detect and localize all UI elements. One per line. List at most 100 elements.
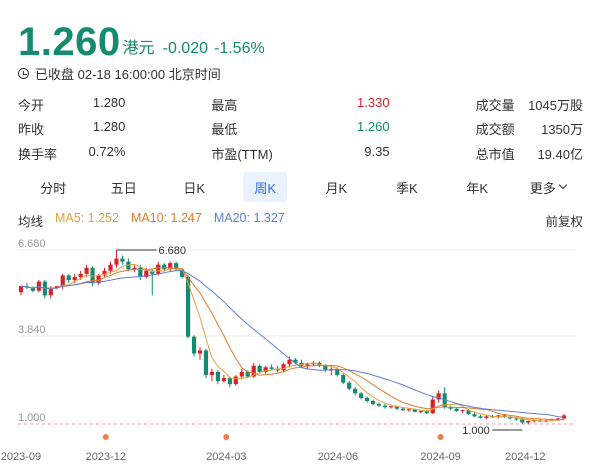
candle-body bbox=[424, 411, 429, 414]
candle-body bbox=[448, 407, 453, 409]
candle-body bbox=[162, 264, 167, 270]
candle-body bbox=[245, 371, 250, 377]
candle-body bbox=[293, 359, 298, 363]
candle-body bbox=[526, 420, 531, 423]
candle-body bbox=[365, 397, 370, 402]
candle-body bbox=[394, 406, 400, 409]
candle-body bbox=[305, 364, 310, 366]
candle-body bbox=[269, 367, 274, 369]
candle-body bbox=[48, 287, 53, 296]
candle-body bbox=[138, 267, 143, 277]
tab-five-day[interactable]: 五日 bbox=[110, 180, 137, 196]
event-dot bbox=[437, 434, 444, 440]
candle-body bbox=[215, 371, 220, 382]
ma5-value: MA5: 1.252 bbox=[55, 211, 119, 225]
candle-body bbox=[555, 418, 561, 420]
stat-row: 今开 1.280 最高 1.330 成交量 1045万股 bbox=[18, 92, 583, 117]
ma20-value: MA20: 1.327 bbox=[213, 211, 285, 225]
tab-yearly-k[interactable]: 年K bbox=[466, 180, 489, 196]
tab-more-label: 更多 bbox=[529, 180, 556, 196]
event-dot bbox=[102, 434, 109, 440]
candle-body bbox=[30, 287, 36, 291]
stat-market-cap: 总市值 19.40亿 bbox=[475, 146, 583, 162]
candle-body bbox=[251, 365, 256, 377]
tab-more[interactable]: 更多 bbox=[513, 172, 583, 202]
max-price-label: 6.680 bbox=[158, 245, 186, 257]
candle-body bbox=[430, 399, 435, 414]
candle-body bbox=[84, 267, 89, 274]
stat-row: 昨收 1.280 最低 1.260 成交额 1350万 bbox=[18, 117, 583, 142]
x-tick-label: 2024-06 bbox=[318, 451, 358, 463]
candle-body bbox=[341, 374, 346, 383]
candle-body bbox=[353, 388, 358, 394]
candle-body bbox=[347, 382, 352, 389]
candle-body bbox=[436, 393, 441, 400]
candle-body bbox=[370, 401, 376, 405]
candle-body bbox=[185, 276, 191, 337]
candle-body bbox=[382, 405, 388, 408]
candle-body bbox=[66, 275, 71, 281]
candle-body bbox=[191, 336, 197, 354]
candle-body bbox=[561, 415, 567, 419]
price-change: -0.020 bbox=[162, 40, 208, 57]
candle-body bbox=[102, 270, 107, 276]
y-tick-label: 6.680 bbox=[18, 238, 46, 250]
candle-body bbox=[114, 258, 119, 265]
stat-pe-ttm: 市盈(TTM) 9.35 bbox=[211, 143, 390, 162]
last-price: 1.260 bbox=[18, 20, 121, 64]
stat-row: 换手率 0.72% 市盈(TTM) 9.35 总市值 19.40亿 bbox=[18, 141, 583, 166]
min-price-label: 1.000 bbox=[462, 425, 490, 437]
market-status: 已收盘 02-18 16:00:00 北京时间 bbox=[18, 64, 221, 83]
candle-body bbox=[120, 258, 125, 262]
price-header: 1.260 港元 -0.020 -1.56% bbox=[18, 14, 265, 62]
candle-body bbox=[376, 404, 382, 406]
candle-body bbox=[108, 264, 113, 271]
candle-body bbox=[418, 411, 423, 413]
stat-turnover: 成交额 1350万 bbox=[475, 122, 583, 138]
candle-body bbox=[233, 376, 238, 385]
candle-body bbox=[281, 364, 286, 371]
ma10-line bbox=[20, 267, 565, 421]
tab-monthly-k[interactable]: 月K bbox=[325, 180, 348, 196]
candle-body bbox=[275, 368, 280, 371]
candle-body bbox=[263, 367, 268, 372]
ma10-value: MA10: 1.247 bbox=[130, 211, 202, 225]
candle-body bbox=[484, 416, 489, 418]
x-tick-label: 2024-03 bbox=[206, 451, 246, 463]
candle-body bbox=[520, 419, 525, 423]
y-tick-label: 1.000 bbox=[18, 412, 46, 424]
candle-body bbox=[359, 393, 364, 398]
candle-body bbox=[156, 264, 161, 274]
candle-body bbox=[18, 286, 24, 293]
stat-low: 最低 1.260 bbox=[211, 119, 390, 138]
candle-body bbox=[209, 371, 215, 375]
tab-quarterly-k[interactable]: 季K bbox=[395, 180, 418, 196]
candle-body bbox=[239, 371, 244, 377]
candle-body bbox=[335, 368, 340, 375]
ma-title[interactable]: 均线 bbox=[18, 215, 44, 229]
weekly-k-chart[interactable]: 6.680 3.840 1.000 6.680 1.000 2023-09 2023-12 2… bbox=[0, 232, 591, 472]
x-tick-label: 2024-12 bbox=[505, 451, 545, 463]
candle-body bbox=[78, 273, 83, 277]
candle-body bbox=[478, 416, 483, 418]
event-dot bbox=[223, 434, 230, 440]
stat-high: 最高 1.330 bbox=[211, 94, 390, 113]
tab-weekly-k[interactable]: 周K bbox=[243, 172, 288, 202]
stat-prev-close: 昨收 1.280 bbox=[18, 119, 126, 138]
market-status-text: 已收盘 02-18 16:00:00 北京时间 bbox=[35, 67, 221, 82]
candle-body bbox=[60, 275, 65, 287]
quote-stats-table: 今开 1.280 最高 1.330 成交量 1045万股 昨收 1.280 最低 1.26… bbox=[18, 92, 583, 166]
candle-body bbox=[460, 410, 465, 412]
ma20-line bbox=[20, 270, 565, 418]
candle-body bbox=[257, 365, 262, 372]
candle-body bbox=[150, 270, 155, 274]
price-change-pct: -1.56% bbox=[214, 40, 265, 57]
chevron-down-icon bbox=[558, 180, 567, 190]
tab-intraday[interactable]: 分时 bbox=[40, 180, 67, 196]
tab-daily-k[interactable]: 日K bbox=[183, 180, 205, 196]
candle-body bbox=[72, 276, 77, 281]
candle-body bbox=[132, 267, 137, 270]
candle-body bbox=[514, 418, 519, 420]
candle-body bbox=[287, 359, 292, 365]
adjust-mode-button[interactable]: 前复权 bbox=[545, 215, 583, 229]
